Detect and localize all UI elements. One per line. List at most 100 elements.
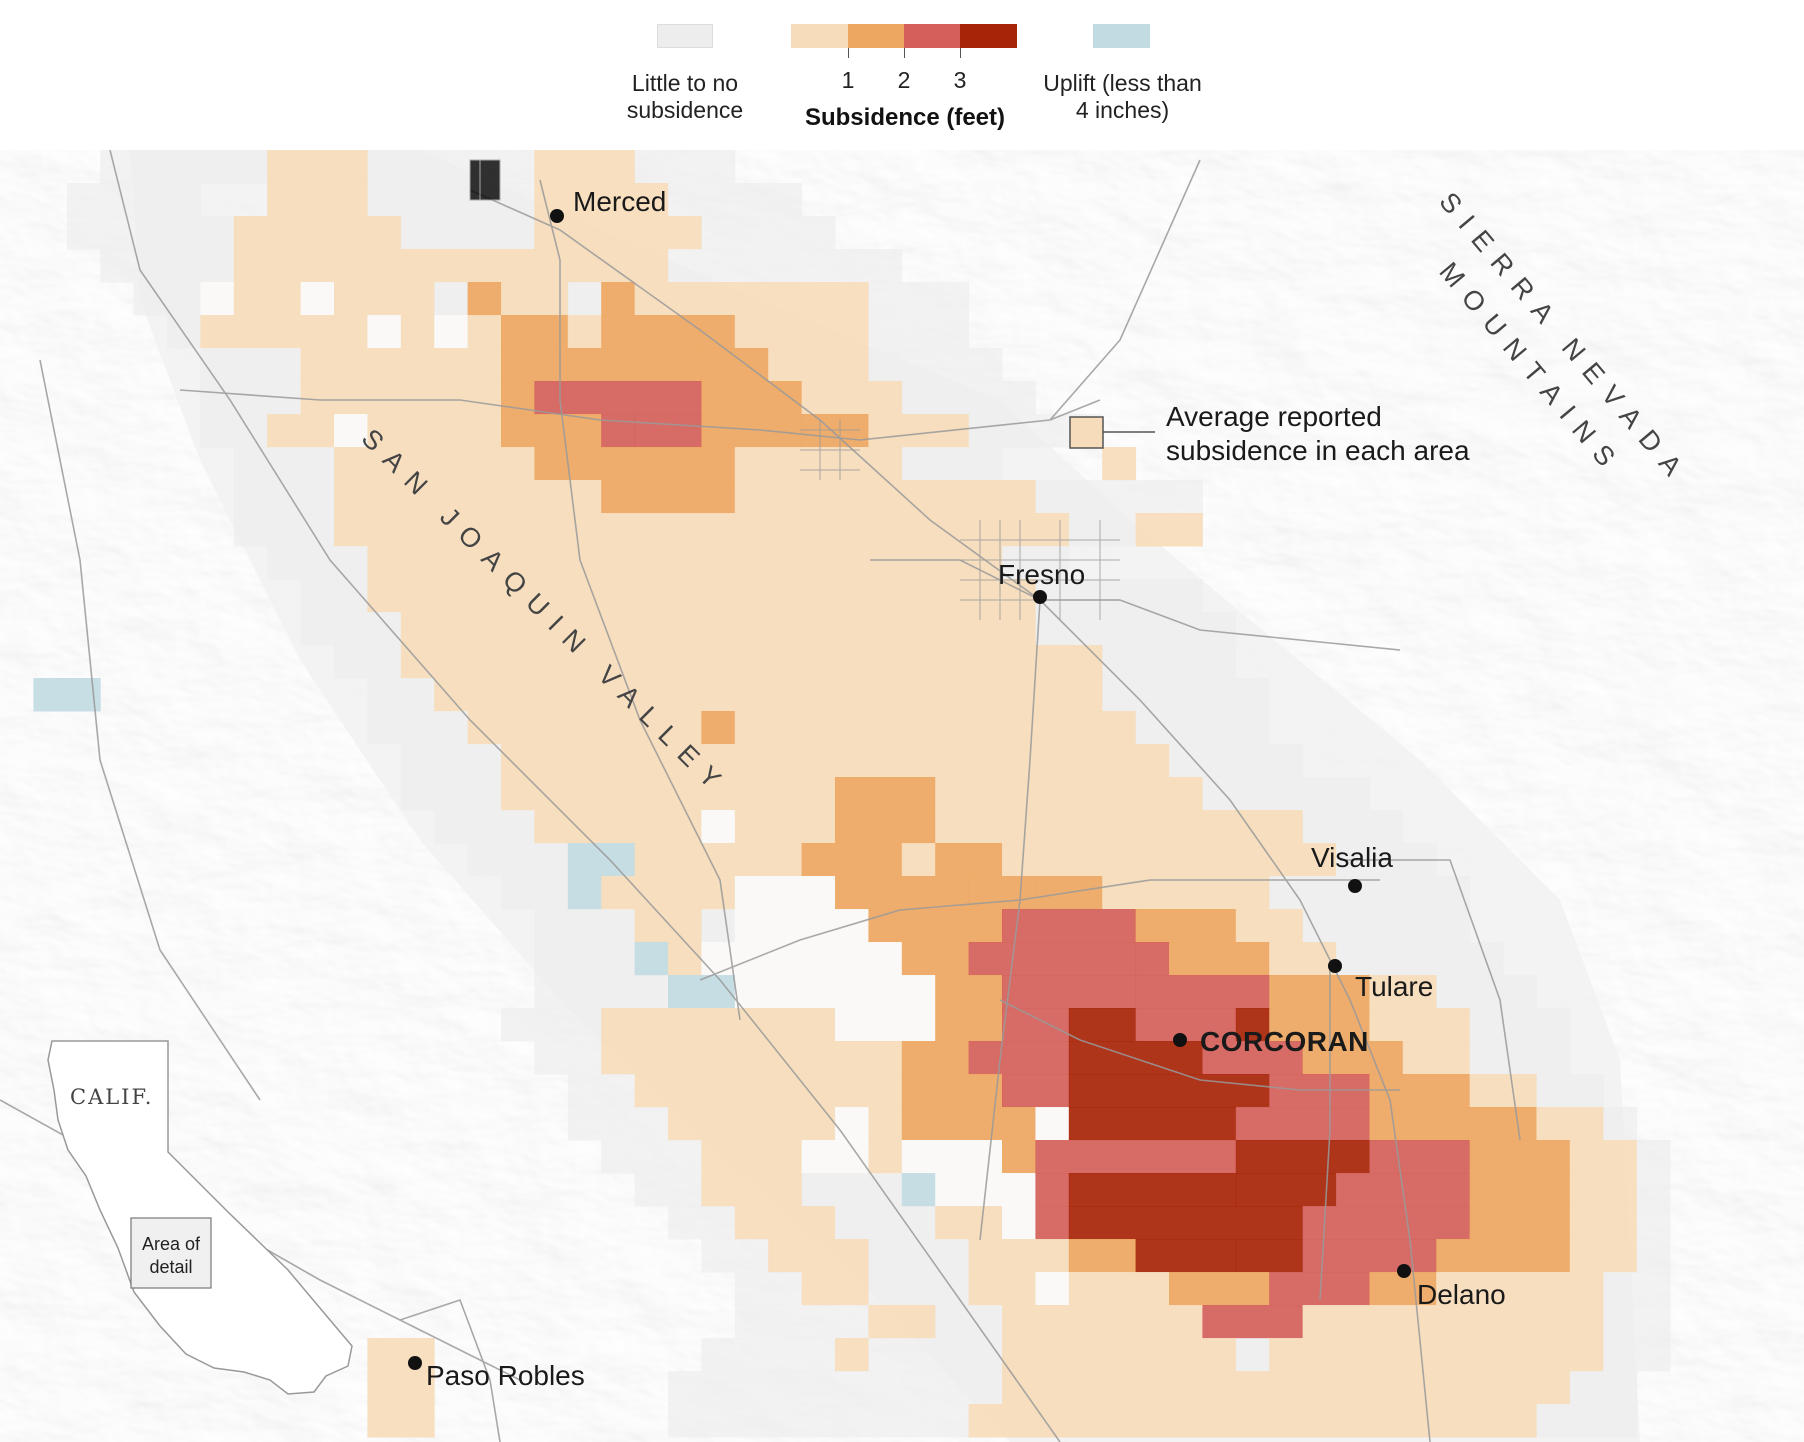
grid-cell [1135, 942, 1170, 976]
grid-cell [1636, 1173, 1671, 1207]
grid-cell [233, 513, 335, 547]
grid-cell [701, 1173, 803, 1207]
city-dot-visalia [1348, 879, 1362, 893]
grid-cell [668, 1404, 903, 1438]
grid-cell [233, 480, 335, 514]
grid-cell [100, 249, 235, 283]
grid-cell [434, 810, 535, 844]
grid-cell [1369, 1008, 1471, 1042]
grid-cell [634, 1074, 903, 1108]
annotation-line2: subsidence in each area [1166, 435, 1470, 466]
grid-cell [1002, 546, 1070, 580]
grid-cell [1469, 1206, 1571, 1240]
grid-cell [1536, 1107, 1604, 1141]
grid-cell [334, 447, 535, 481]
grid-cell [534, 942, 636, 976]
grid-cell [601, 414, 636, 448]
grid-cell [835, 1107, 869, 1141]
grid-cell [668, 1206, 736, 1240]
grid-cell [1002, 1206, 1036, 1240]
grid-cell [1068, 1074, 1270, 1108]
grid-cell [1135, 1008, 1237, 1042]
grid-cell [968, 876, 1036, 910]
grid-cell [434, 678, 1103, 712]
grid-cell [300, 282, 335, 316]
grid-cell [1469, 1173, 1571, 1207]
grid-cell [734, 975, 803, 1009]
grid-cell [367, 315, 402, 349]
legend: Little to no subsidence 1 2 3 Subsidence… [0, 0, 1804, 150]
grid-cell [668, 975, 702, 1009]
grid-cell [1369, 1140, 1471, 1174]
grid-cell [968, 1041, 1070, 1075]
grid-cell [734, 480, 1036, 514]
grid-cell [334, 480, 602, 514]
grid-cell [1068, 1107, 1237, 1141]
grid-cell [1169, 1272, 1270, 1306]
grid-cell [935, 1305, 1003, 1339]
grid-cell [1469, 1074, 1537, 1108]
legend-swatch-none [657, 24, 713, 48]
grid-cell [634, 843, 803, 877]
grid-cell [501, 744, 1103, 778]
grid-cell [701, 909, 736, 943]
grid-cell [1469, 1008, 1571, 1042]
grid-cell [1102, 744, 1170, 778]
grid-cell [567, 1074, 636, 1108]
grid-cell [534, 1041, 602, 1075]
grid-cell [1302, 1305, 1370, 1339]
grid-cell [1202, 1041, 1304, 1075]
grid-cell [534, 216, 702, 250]
grid-cell [901, 1371, 1003, 1405]
grid-cell [1035, 579, 1203, 613]
legend-title: Subsidence (feet) [804, 104, 1006, 131]
grid-cell [1569, 1173, 1638, 1207]
grid-cell [634, 909, 702, 943]
grid-cell [200, 282, 235, 316]
grid-cell [300, 612, 402, 646]
grid-cell [334, 513, 1070, 547]
grid-cell [1269, 942, 1337, 976]
city-streets [469, 159, 1120, 620]
grid-cell [167, 315, 201, 349]
grid-cell [1002, 1305, 1103, 1339]
grid-cell [1202, 1305, 1304, 1339]
grid-cell [567, 843, 636, 877]
legend-swatch-2to3 [904, 24, 960, 48]
grid-cell [868, 1140, 903, 1174]
grid-cell [1102, 1305, 1203, 1339]
legend-uplift-line1: Uplift (less than [1043, 70, 1202, 96]
grid-cell [1102, 678, 1270, 712]
grid-cell [668, 1107, 836, 1141]
road-corcoran [999, 999, 1400, 1091]
grid-cell [634, 150, 736, 184]
grid-cell [801, 1272, 869, 1306]
city-label-visalia: Visalia [1311, 842, 1393, 873]
city-label-paso-robles: Paso Robles [426, 1360, 585, 1391]
grid-cell [1536, 1404, 1638, 1438]
merced-streets [469, 159, 501, 201]
grid-cell [1235, 1239, 1304, 1273]
legend-tick-2 [904, 48, 905, 58]
grid-cell [935, 843, 1003, 877]
grid-cell [1102, 876, 1270, 910]
grid-cell [534, 414, 602, 448]
grid-cell [968, 942, 1137, 976]
grid-cell [801, 414, 869, 448]
grid-cell [601, 282, 636, 316]
grid-cell [1235, 1338, 1270, 1372]
grid-cell [935, 1008, 1003, 1042]
grid-cell [1135, 975, 1270, 1009]
legend-tick-label-3: 3 [953, 67, 967, 93]
grid-cell [267, 546, 368, 580]
grid-cell [835, 876, 970, 910]
grid-cell [1369, 975, 1437, 1009]
grid-cell [1068, 1206, 1304, 1240]
grid-cell [233, 282, 302, 316]
grid-cell [1169, 942, 1270, 976]
grid-cell [835, 1008, 869, 1042]
grid-cell [901, 447, 1003, 481]
grid-cell [935, 777, 1203, 811]
grid-cell [400, 216, 535, 250]
grid-cell [734, 1272, 803, 1306]
